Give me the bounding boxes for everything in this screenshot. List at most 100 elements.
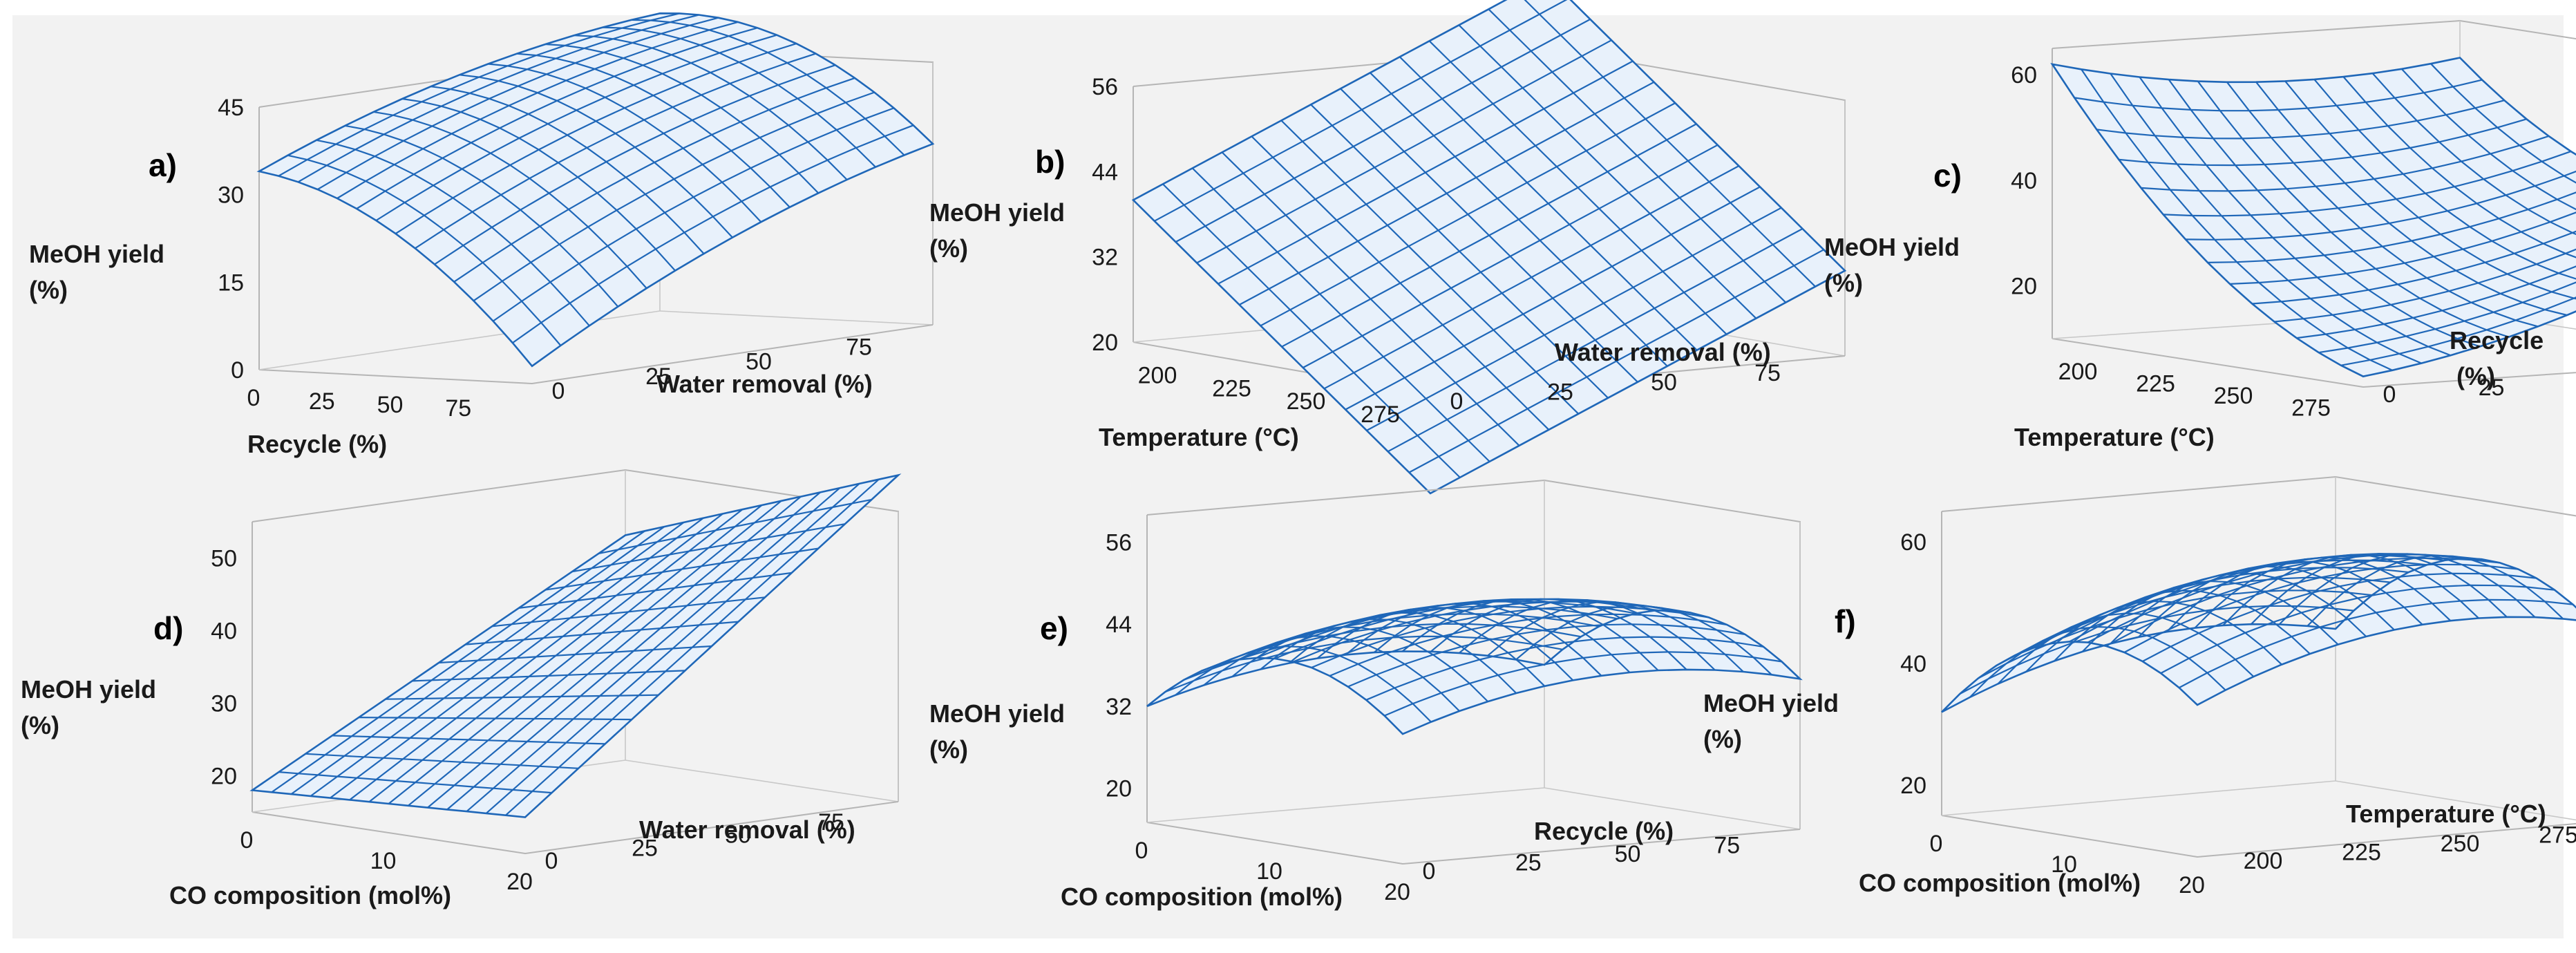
- base-frame: [258, 324, 934, 385]
- z-axis-title: (%): [1824, 269, 1863, 297]
- back-edge: [2335, 780, 2576, 821]
- top-frame: [1941, 475, 2576, 517]
- mesh-line: [1524, 0, 1816, 287]
- mesh-line: [2194, 556, 2452, 629]
- mesh-line: [2284, 80, 2576, 300]
- y-tick-label: 0: [1450, 388, 1464, 415]
- z-axis-title: (%): [929, 735, 968, 764]
- z-axis-title: MeOH yield: [929, 699, 1065, 728]
- z-tick-label: 15: [218, 270, 244, 296]
- mesh-line: [1311, 605, 1710, 669]
- mesh-line: [1347, 623, 1745, 688]
- back-edge: [1146, 787, 1545, 823]
- base-frame: [252, 801, 899, 855]
- y-axis-title: Recycle (%): [1534, 817, 1674, 845]
- mesh-line: [2252, 230, 2576, 305]
- mesh-line: [1459, 599, 1716, 671]
- y-tick-label: 25: [1547, 379, 1573, 405]
- mesh-line: [2340, 296, 2576, 366]
- y-tick-label: 25: [632, 835, 658, 861]
- z-tick-label: 20: [1092, 330, 1118, 356]
- y-tick-label: 50: [1651, 370, 1677, 396]
- mesh-line: [2342, 76, 2576, 258]
- mesh-line: [2179, 598, 2573, 689]
- z-tick-label: 56: [1106, 530, 1132, 556]
- x-tick-label: 20: [1384, 879, 1410, 905]
- y-axis-title: Recycle: [2450, 326, 2544, 355]
- y-tick-label: 25: [2479, 375, 2505, 401]
- y-axis-title: Temperature (°C): [2346, 800, 2546, 828]
- y-tick-label: 75: [846, 334, 872, 360]
- z-tick-label: 45: [218, 95, 244, 121]
- panel-b: 200 225 250 275 0 25 50 75 20 32 44 56 b) MeOH yield (…: [929, 0, 1847, 495]
- z-axis-title: (%): [21, 711, 59, 739]
- mesh-line: [1370, 72, 1668, 367]
- mesh-line: [434, 64, 836, 265]
- z-tick-label: 30: [218, 182, 244, 209]
- z-tick-label: 44: [1092, 159, 1118, 185]
- mesh-line: [1515, 605, 1772, 676]
- z-axis-title: (%): [1703, 725, 1742, 753]
- y-tick-label: 75: [1754, 360, 1781, 386]
- y-tick-label: 25: [645, 364, 672, 390]
- mesh-line: [438, 645, 712, 664]
- mesh-line: [485, 483, 860, 814]
- mesh-line: [505, 478, 880, 816]
- y-tick-label: 50: [746, 349, 772, 375]
- back-edge: [1941, 780, 2336, 816]
- y-tick-label: 25: [1515, 850, 1542, 876]
- y-tick-label: 50: [725, 822, 751, 849]
- z-tick-label: 30: [211, 691, 237, 717]
- x-tick-label: 10: [2051, 851, 2077, 878]
- mesh-line: [2123, 563, 2519, 653]
- x-tick-label: 225: [2136, 371, 2175, 397]
- z-axis-title: MeOH yield: [29, 240, 164, 268]
- x-axis-title: Recycle (%): [247, 430, 387, 458]
- x-tick-label: 10: [1256, 858, 1282, 885]
- panel-label: f): [1835, 603, 1856, 639]
- panel-f: 0 10 20 200 225 250 275 20 40 60 f) MeOH yield (%) CO…: [1703, 475, 2576, 898]
- x-axis-title: CO composition (mol%): [169, 881, 451, 909]
- mesh-line: [2318, 281, 2576, 354]
- x-tick-label: 225: [1212, 375, 1251, 402]
- y-tick-label: 0: [545, 848, 558, 874]
- mesh-line: [1303, 144, 1718, 368]
- panel-d: 0 10 20 0 25 50 75 20 30 40 50 d) MeOH yield (%) CO co…: [21, 469, 902, 909]
- y-tick-label: 225: [2342, 840, 2381, 866]
- mesh-line: [2230, 211, 2576, 285]
- y-axis-title: Water removal (%): [1555, 338, 1771, 366]
- mesh-line: [2296, 265, 2576, 339]
- mesh-line: [2160, 584, 2555, 674]
- mesh-line: [1388, 228, 1803, 453]
- mesh-line: [545, 547, 819, 591]
- x-tick-label: 250: [1287, 388, 1326, 415]
- mesh-line: [446, 491, 821, 811]
- mesh-line: [2274, 248, 2576, 323]
- z-tick-label: 20: [211, 764, 237, 790]
- mesh-line: [598, 498, 872, 554]
- z-tick-label: 40: [211, 619, 237, 645]
- mesh-line: [1487, 601, 1744, 672]
- mesh-line: [574, 35, 848, 180]
- panel-a: 0 25 50 75 0 25 50 75 0 15 30 45 a) MeOH yield (%) Recy…: [29, 12, 935, 458]
- z-tick-label: 40: [1900, 651, 1926, 677]
- y-axis-title: (%): [2456, 362, 2495, 390]
- panel-e: 0 10 20 0 25 50 75 20 32 44 56 e) MeOH yield (%) CO co…: [929, 479, 1803, 911]
- y-tick-label: 275: [2539, 822, 2576, 849]
- panel-label: e): [1040, 610, 1068, 646]
- y-tick-label: 50: [1615, 841, 1641, 867]
- mesh-line: [1365, 636, 1764, 701]
- x-tick-label: 25: [309, 388, 335, 415]
- mesh-line: [1345, 603, 1602, 677]
- z-axis-title: (%): [29, 276, 68, 304]
- z-tick-label: 40: [2011, 168, 2037, 194]
- x-tick-label: 20: [2179, 872, 2205, 898]
- z-axis-title: (%): [929, 234, 968, 263]
- mesh-line: [1345, 186, 1761, 411]
- mesh-line: [1430, 598, 1687, 670]
- y-tick-label: 75: [1714, 833, 1740, 859]
- mesh-line: [603, 26, 876, 168]
- back-edge: [1544, 787, 1801, 830]
- x-axis-title: Temperature (°C): [1099, 423, 1299, 451]
